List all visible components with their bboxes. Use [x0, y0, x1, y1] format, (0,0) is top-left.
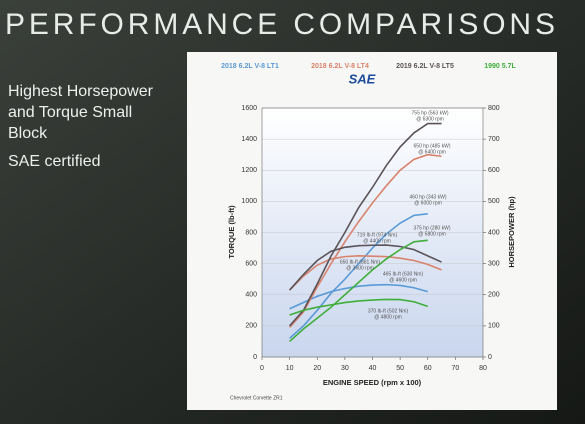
y2-tick-label: 500 — [488, 198, 500, 205]
y2-tick-label: 300 — [488, 260, 500, 267]
legend-entry: 2019 6.2L V-8 LT5 — [396, 63, 454, 70]
y2-tick-label: 400 — [488, 229, 500, 236]
y2-tick-label: 100 — [488, 323, 500, 330]
logo: SAE — [349, 71, 376, 86]
y-tick-label: 800 — [245, 229, 257, 236]
footnote: Chevrolet Corvette ZR1 — [230, 395, 283, 401]
horsepower-line — [289, 213, 428, 339]
horsepower-line — [289, 122, 442, 327]
y-tick-label: 200 — [245, 323, 257, 330]
x-tick-label: 80 — [479, 365, 487, 372]
annotation: @ 3600 rpm — [346, 265, 374, 271]
bullet: Block — [8, 125, 48, 142]
torque-line — [289, 298, 429, 316]
annotation: @ 4600 rpm — [389, 277, 417, 283]
x-tick-label: 70 — [451, 365, 459, 372]
legend-entry: 1990 5.7L — [484, 63, 516, 70]
x-tick-label: 20 — [313, 365, 321, 372]
horsepower-line — [289, 153, 442, 328]
annotation: 650 hp (485 kW) — [414, 143, 451, 149]
annotation: @ 6000 rpm — [414, 200, 442, 206]
y2-tick-label: 700 — [488, 136, 500, 143]
x-tick-label: 30 — [341, 365, 349, 372]
legend-entry: 2018 6.2L V-8 LT1 — [221, 63, 279, 70]
x-tick-label: 50 — [396, 365, 404, 372]
torque-line — [289, 244, 442, 291]
x-tick-label: 40 — [369, 365, 377, 372]
y-axis-label: TORQUE (lb-ft) — [227, 205, 236, 259]
plot-frame — [261, 107, 484, 358]
y2-tick-label: 600 — [488, 167, 500, 174]
x-tick-label: 60 — [424, 365, 432, 372]
annotation: @ 6300 rpm — [416, 116, 444, 122]
y2-tick-label: 0 — [488, 354, 492, 361]
legend-entry: 2018 6.2L V-8 LT4 — [311, 63, 369, 70]
bullet: and Torque Small — [8, 104, 132, 121]
annotation: @ 5800 rpm — [418, 231, 446, 237]
y-tick-label: 0 — [253, 354, 257, 361]
torque-line — [289, 283, 428, 310]
y-tick-label: 1000 — [241, 198, 257, 205]
y-tick-label: 1600 — [241, 105, 257, 112]
y-tick-label: 1200 — [241, 167, 257, 174]
bullet: Highest Horsepower — [8, 83, 154, 100]
annotation: 650 lb-ft (881 Nm) — [340, 259, 381, 265]
annotation: 375 hp (280 kW) — [414, 225, 451, 231]
bullet: SAE certified — [8, 153, 100, 170]
y-tick-label: 600 — [245, 260, 257, 267]
annotation: @ 6400 rpm — [418, 149, 446, 155]
y2-tick-label: 800 — [488, 105, 500, 112]
y2-axis-label: HORSEPOWER (hp) — [507, 196, 516, 268]
x-tick-label: 10 — [286, 365, 294, 372]
y-tick-label: 400 — [245, 292, 257, 299]
annotation: 460 hp (343 kW) — [410, 194, 447, 200]
x-axis-label: ENGINE SPEED (rpm x 100) — [323, 378, 422, 387]
x-tick-label: 0 — [260, 365, 264, 372]
annotation: 465 lb-ft (630 Nm) — [383, 271, 424, 277]
y-tick-label: 1400 — [241, 136, 257, 143]
y2-tick-label: 200 — [488, 292, 500, 299]
annotation: 755 hp (563 kW) — [412, 110, 449, 116]
annotation: @ 4400 rpm — [363, 238, 391, 244]
horsepower-line — [289, 239, 428, 343]
annotation: @ 4800 rpm — [374, 314, 402, 320]
torque-line — [289, 255, 442, 291]
annotation: 719 lb-ft (974 Nm) — [357, 232, 398, 238]
annotation: 370 lb-ft (502 Nm) — [368, 308, 409, 314]
